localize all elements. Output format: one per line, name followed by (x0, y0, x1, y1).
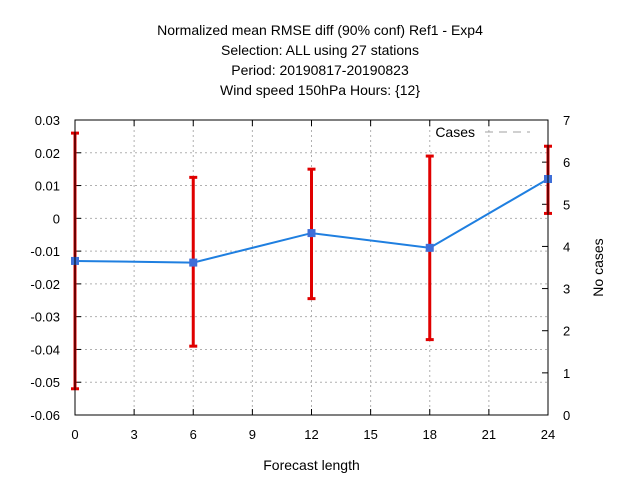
plot-frame (74, 119, 549, 416)
axis-tick-labels: 0 3 6 9 12 15 18 21 24-0.06-0.05-0.04-0.03-0.02-… (30, 113, 570, 442)
title-line: Period: 20190817-20190823 (231, 62, 409, 78)
y2-tick-label: 2 (563, 324, 570, 339)
y-tick-label: -0.05 (30, 375, 60, 390)
y2-axis-label: No cases (590, 238, 606, 296)
y2-tick-label: 7 (563, 113, 570, 128)
y2-tick-label: 6 (563, 155, 570, 170)
y-tick-label: -0.02 (30, 277, 60, 292)
legend-label: Cases (435, 124, 475, 140)
x-tick-label: 0 (71, 427, 78, 442)
y-tick-label: -0.04 (30, 342, 60, 357)
y-tick-label: -0.01 (30, 244, 60, 259)
x-tick-label: 15 (363, 427, 377, 442)
y-tick-label: 0.01 (35, 179, 60, 194)
y2-tick-label: 0 (563, 408, 570, 423)
title-line: Wind speed 150hPa Hours: {12} (220, 82, 420, 98)
y-tick-label: 0.03 (35, 113, 60, 128)
y-tick-label: 0 (53, 211, 60, 226)
x-tick-label: 3 (131, 427, 138, 442)
data-point (307, 229, 316, 238)
x-tick-label: 24 (541, 427, 555, 442)
x-tick-label: 6 (190, 427, 197, 442)
chart-title: Normalized mean RMSE diff (90% conf) Ref… (157, 22, 483, 98)
legend: Cases (435, 124, 530, 140)
y-tick-label: 0.02 (35, 146, 60, 161)
x-tick-label: 21 (482, 427, 496, 442)
data-point (189, 258, 198, 267)
y2-tick-label: 3 (563, 282, 570, 297)
y2-tick-label: 1 (563, 366, 570, 381)
x-axis-label: Forecast length (263, 457, 360, 473)
title-line: Selection: ALL using 27 stations (221, 42, 419, 58)
title-line: Normalized mean RMSE diff (90% conf) Ref… (157, 22, 483, 38)
y-tick-label: -0.06 (30, 408, 60, 423)
x-tick-label: 9 (249, 427, 256, 442)
y2-tick-label: 4 (563, 239, 570, 254)
y-tick-label: -0.03 (30, 310, 60, 325)
x-tick-label: 18 (423, 427, 437, 442)
y2-tick-label: 5 (563, 197, 570, 212)
data-point (425, 243, 434, 252)
x-tick-label: 12 (304, 427, 318, 442)
